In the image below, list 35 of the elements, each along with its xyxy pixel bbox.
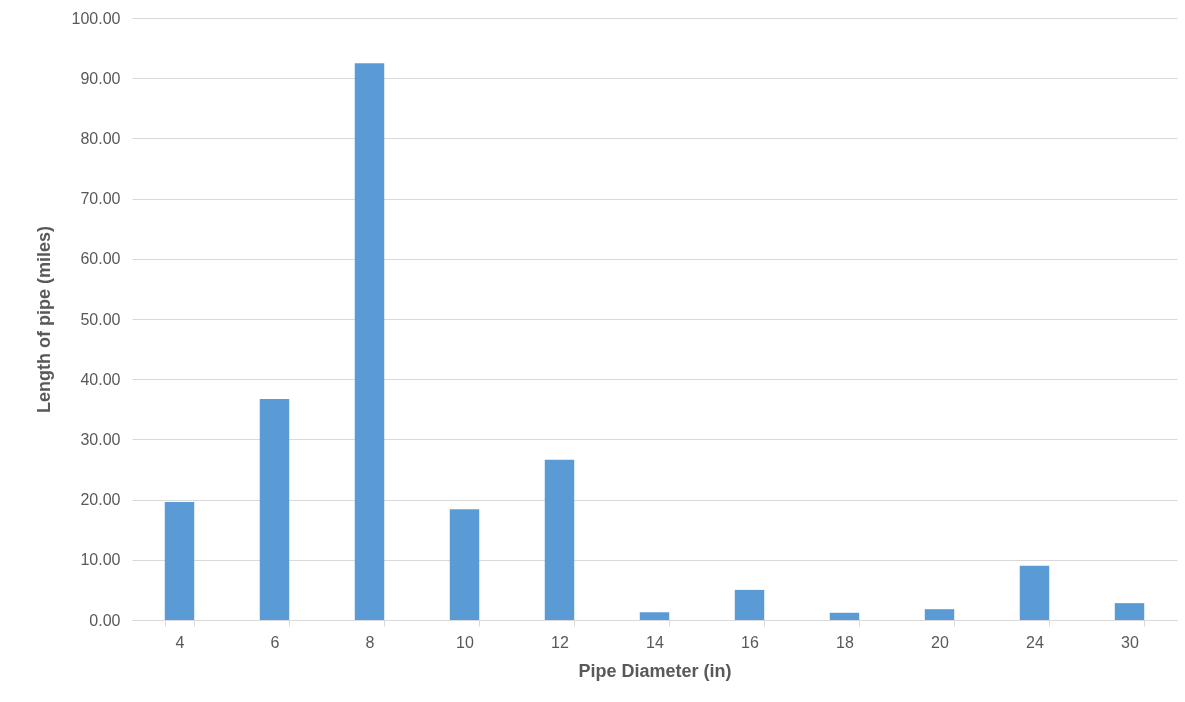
bar: [924, 609, 955, 620]
bar: [1019, 565, 1050, 620]
bar: [1114, 603, 1145, 620]
y-tick-label: 100.00: [71, 9, 121, 27]
x-tick-label: 24: [1026, 633, 1044, 651]
y-tick-label: 80.00: [80, 129, 121, 147]
x-tick-label: 30: [1121, 633, 1139, 651]
y-tick-label: 90.00: [80, 69, 121, 87]
bar: [449, 509, 480, 620]
bar: [259, 399, 290, 620]
x-tick-label: 10: [456, 633, 474, 651]
y-axis-title: Length of pipe (miles): [33, 226, 54, 413]
y-tick-label: 0.00: [89, 611, 121, 629]
bar: [639, 612, 670, 620]
x-tick-label: 18: [836, 633, 854, 651]
x-tick-label: 4: [175, 633, 185, 651]
x-tick-label: 20: [931, 633, 949, 651]
x-tick-label: 14: [646, 633, 664, 651]
bar: [829, 612, 860, 620]
x-tick-label: 8: [365, 633, 375, 651]
bar: [164, 502, 195, 620]
y-tick-label: 30.00: [80, 430, 121, 448]
y-tick-label: 60.00: [80, 250, 121, 268]
x-tick-label: 12: [551, 633, 569, 651]
x-tick-label: 6: [270, 633, 280, 651]
y-tick-label: 20.00: [80, 491, 121, 509]
y-tick-label: 50.00: [80, 310, 121, 328]
y-tick-label: 70.00: [80, 190, 121, 208]
bar: [354, 63, 385, 620]
y-tick-label: 10.00: [80, 551, 121, 569]
bar: [734, 589, 765, 620]
bar: [544, 459, 575, 620]
x-axis-title: Pipe Diameter (in): [578, 660, 732, 681]
y-tick-label: 40.00: [80, 370, 121, 388]
x-tick-label: 16: [741, 633, 759, 651]
